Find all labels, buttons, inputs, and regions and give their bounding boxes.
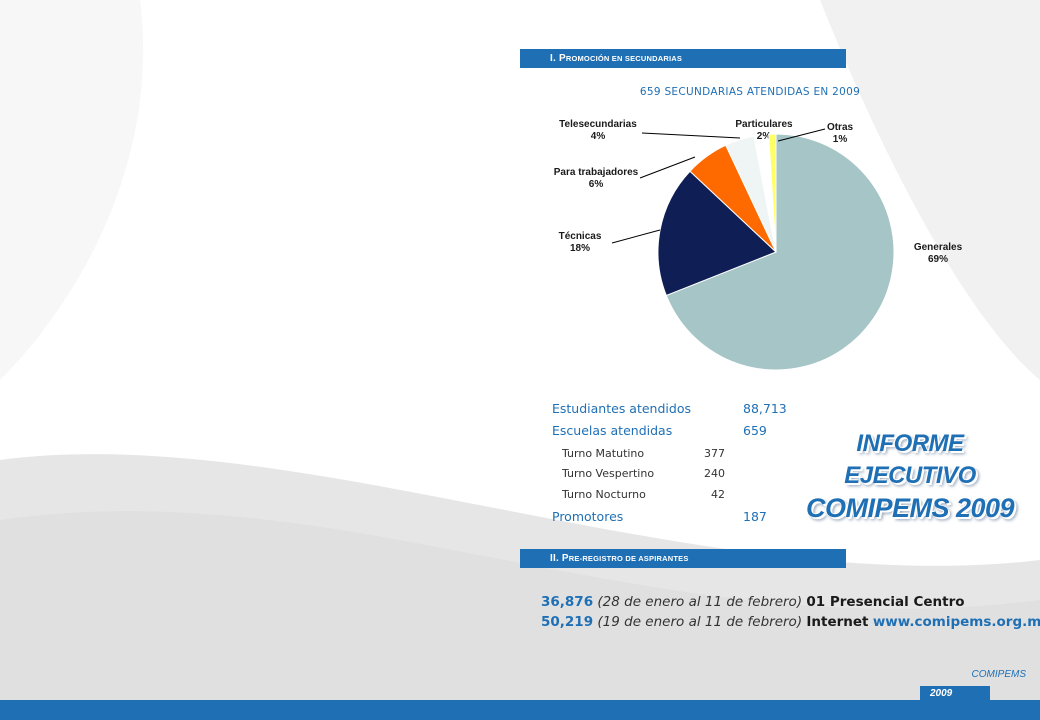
slice-percent-particulares: 2% <box>757 131 772 142</box>
section-title-rest: RE-REGISTRO DE ASPIRANTES <box>568 554 689 563</box>
stat-escuelas-label: Escuelas atendidas <box>552 423 673 438</box>
slice-percent-telesecundarias: 4% <box>591 131 606 142</box>
leader-line-telesecundarias <box>641 132 741 139</box>
stat-promotores-value: 187 <box>743 509 767 524</box>
preregistro-dates: (28 de enero al 11 de febrero) <box>597 594 803 610</box>
slice-label-tecnicas: Técnicas <box>559 231 602 242</box>
pie-slice-generales <box>665 133 895 371</box>
preregistro-count: 36,876 <box>541 594 594 610</box>
turno-nocturno-label: Turno Nocturno <box>562 488 646 501</box>
stat-promotores-label: Promotores <box>552 509 624 524</box>
preregistro-dates: (19 de enero al 11 de febrero) <box>597 614 803 630</box>
slice-label-telesecundarias: Telesecundarias <box>559 119 637 130</box>
preregistro-line-presencial: 36,876 (28 de enero al 11 de febrero) 01… <box>541 594 965 610</box>
slice-percent-otras: 1% <box>833 134 848 145</box>
footer-org: COMIPEMS <box>971 669 1026 680</box>
title-line-ejecutivo: EJECUTIVO <box>844 462 976 489</box>
stat-escuelas-value: 659 <box>743 423 767 438</box>
stat-estudiantes-value: 88,713 <box>743 401 787 416</box>
slice-label-generales: Generales <box>914 242 963 253</box>
turno-vespertino-value: 240 <box>704 467 725 480</box>
section-initial: P <box>558 53 566 64</box>
pie-slice-tecnicas <box>657 170 777 297</box>
slice-label-otras: Otras <box>827 122 854 133</box>
leader-line-tecnicas <box>611 229 661 244</box>
slice-label-para-trabajadores: Para trabajadores <box>554 167 639 178</box>
chart-title: 659 SECUNDARIAS ATENDIDAS EN 2009 <box>639 86 861 98</box>
preregistro-channel: Internet <box>806 614 869 630</box>
section-header-promocion: I. PROMOCIÓN EN SECUNDARIAS <box>520 49 846 68</box>
slice-percent-para-trabajadores: 6% <box>589 179 604 190</box>
preregistro-channel: 01 Presencial Centro <box>806 594 965 610</box>
leader-line-otras <box>777 128 826 142</box>
section-numeral: I. <box>550 53 556 64</box>
leader-line-para-trabajadores <box>639 156 696 179</box>
section-title-rest: ROMOCIÓN EN SECUNDARIAS <box>565 54 683 63</box>
turno-matutino-value: 377 <box>704 447 725 460</box>
section-numeral: II. <box>550 553 559 564</box>
title-line-informe: INFORME <box>856 430 964 457</box>
slice-label-particulares: Particulares <box>735 119 793 130</box>
footer-year: 2009 <box>920 686 990 702</box>
section-initial: P <box>561 553 569 564</box>
turno-matutino-label: Turno Matutino <box>562 447 645 460</box>
preregistro-line-internet: 50,219 (19 de enero al 11 de febrero) In… <box>541 614 1040 630</box>
turno-vespertino-label: Turno Vespertino <box>562 467 655 480</box>
preregistro-count: 50,219 <box>541 614 594 630</box>
stat-estudiantes-label: Estudiantes atendidos <box>552 401 691 416</box>
website-link[interactable]: www.comipems.org.mx <box>872 614 1040 630</box>
pie-slice-otras <box>768 133 777 253</box>
report-title: INFORME EJECUTIVO COMIPEMS 2009 <box>760 428 1040 524</box>
section-header-preregistro: II. PRE-REGISTRO DE ASPIRANTES <box>520 549 846 568</box>
slice-percent-tecnicas: 18% <box>570 243 590 254</box>
title-line-comipems: COMIPEMS 2009 <box>805 493 1015 523</box>
turno-nocturno-value: 42 <box>711 488 725 501</box>
slice-percent-generales: 69% <box>928 254 948 265</box>
footer-bar <box>0 700 1040 720</box>
